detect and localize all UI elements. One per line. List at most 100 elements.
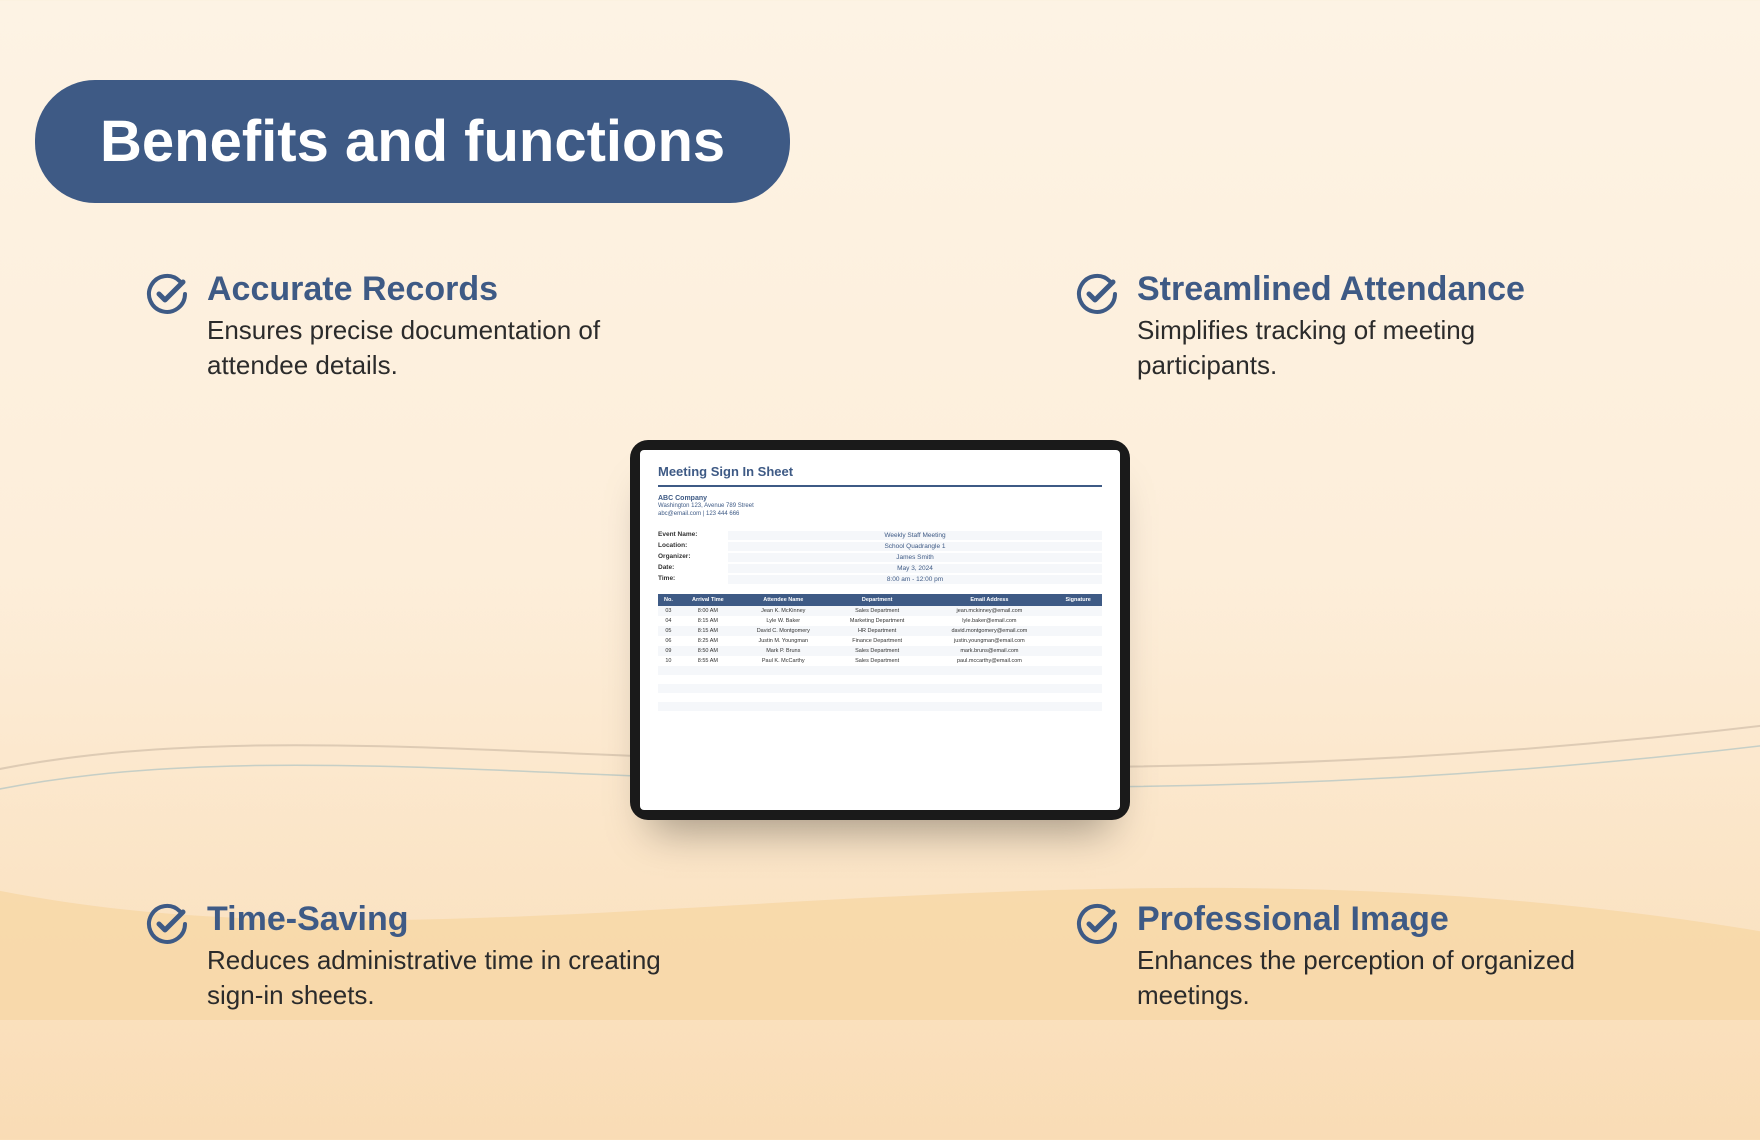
meta-label: Date:	[658, 564, 728, 573]
table-cell: Mark P. Bruns	[737, 646, 830, 656]
company-contact: abc@email.com | 123 444 666	[658, 510, 1102, 518]
meta-label: Event Name:	[658, 531, 728, 540]
benefit-desc: Simplifies tracking of meeting participa…	[1137, 313, 1595, 383]
benefit-desc: Reduces administrative time in creating …	[207, 943, 665, 1013]
table-cell	[658, 693, 679, 702]
table-cell: 10	[658, 656, 679, 666]
meta-value: May 3, 2024	[728, 564, 1102, 573]
table-header: Email Address	[925, 594, 1055, 606]
table-cell	[1054, 646, 1102, 656]
sheet-divider	[658, 485, 1102, 487]
table-cell: 8:15 AM	[679, 616, 737, 626]
page-title: Benefits and functions	[100, 109, 725, 174]
table-cell: 05	[658, 626, 679, 636]
table-cell	[737, 684, 830, 693]
table-cell	[679, 711, 737, 720]
checkmark-circle-icon	[1075, 902, 1119, 946]
table-cell: justin.youngman@email.com	[925, 636, 1055, 646]
tablet-mockup: Meeting Sign In Sheet ABC Company Washin…	[630, 440, 1130, 820]
tablet-screen: Meeting Sign In Sheet ABC Company Washin…	[640, 450, 1120, 810]
company-name: ABC Company	[658, 495, 1102, 502]
table-cell	[1054, 684, 1102, 693]
table-row-blank	[658, 702, 1102, 711]
table-cell	[737, 702, 830, 711]
table-cell: david.montgomery@email.com	[925, 626, 1055, 636]
table-cell: lyle.baker@email.com	[925, 616, 1055, 626]
table-row: 108:55 AMPaul K. McCarthySales Departmen…	[658, 656, 1102, 666]
meta-label: Time:	[658, 575, 728, 584]
table-cell	[1054, 666, 1102, 675]
table-cell: 8:50 AM	[679, 646, 737, 656]
checkmark-circle-icon	[145, 902, 189, 946]
table-cell: jean.mckinney@email.com	[925, 606, 1055, 616]
table-cell	[737, 711, 830, 720]
table-cell: Sales Department	[830, 646, 925, 656]
table-cell	[830, 684, 925, 693]
table-row: 068:25 AMJustin M. YoungmanFinance Depar…	[658, 636, 1102, 646]
table-cell: HR Department	[830, 626, 925, 636]
table-cell	[830, 693, 925, 702]
table-cell: Jean K. McKinney	[737, 606, 830, 616]
table-header: Department	[830, 594, 925, 606]
table-cell	[925, 684, 1055, 693]
table-cell	[1054, 702, 1102, 711]
table-header: Attendee Name	[737, 594, 830, 606]
benefit-title: Professional Image	[1137, 900, 1595, 939]
table-row: 038:00 AMJean K. McKinneySales Departmen…	[658, 606, 1102, 616]
table-cell: 8:00 AM	[679, 606, 737, 616]
table-cell	[830, 711, 925, 720]
table-row-blank	[658, 693, 1102, 702]
meta-value: Weekly Staff Meeting	[728, 531, 1102, 540]
meta-value: 8:00 am - 12:00 pm	[728, 575, 1102, 584]
table-cell: Finance Department	[830, 636, 925, 646]
table-row: 048:15 AMLyle W. BakerMarketing Departme…	[658, 616, 1102, 626]
benefit-professional-image: Professional Image Enhances the percepti…	[1075, 900, 1595, 1013]
table-cell	[658, 684, 679, 693]
table-cell	[1054, 636, 1102, 646]
attendance-table: No.Arrival TimeAttendee NameDepartmentEm…	[658, 594, 1102, 720]
benefit-streamlined-attendance: Streamlined Attendance Simplifies tracki…	[1075, 270, 1595, 383]
table-cell	[658, 675, 679, 684]
table-cell	[679, 702, 737, 711]
table-cell	[1054, 606, 1102, 616]
table-cell: Sales Department	[830, 606, 925, 616]
benefit-desc: Ensures precise documentation of attende…	[207, 313, 665, 383]
table-cell	[830, 702, 925, 711]
meta-value: James Smith	[728, 553, 1102, 562]
table-header: No.	[658, 594, 679, 606]
table-row: 058:15 AMDavid C. MontgomeryHR Departmen…	[658, 626, 1102, 636]
company-address: Washington 123, Avenue 789 Street	[658, 502, 1102, 510]
checkmark-circle-icon	[145, 272, 189, 316]
table-cell	[737, 693, 830, 702]
table-cell: 04	[658, 616, 679, 626]
table-cell: 8:55 AM	[679, 656, 737, 666]
meta-label: Organizer:	[658, 553, 728, 562]
table-cell	[830, 666, 925, 675]
table-cell: 03	[658, 606, 679, 616]
table-cell	[925, 693, 1055, 702]
table-cell	[679, 693, 737, 702]
table-cell	[925, 675, 1055, 684]
benefit-title: Accurate Records	[207, 270, 665, 309]
benefit-time-saving: Time-Saving Reduces administrative time …	[145, 900, 665, 1013]
table-cell	[1054, 693, 1102, 702]
page-title-pill: Benefits and functions	[35, 80, 790, 203]
table-cell	[1054, 711, 1102, 720]
meta-block: Event Name:Weekly Staff Meeting Location…	[658, 531, 1102, 584]
table-cell	[679, 666, 737, 675]
table-cell: Sales Department	[830, 656, 925, 666]
table-cell	[658, 702, 679, 711]
table-cell: David C. Montgomery	[737, 626, 830, 636]
table-row-blank	[658, 666, 1102, 675]
table-cell	[1054, 656, 1102, 666]
table-cell: paul.mccarthy@email.com	[925, 656, 1055, 666]
table-cell: 06	[658, 636, 679, 646]
table-cell: Lyle W. Baker	[737, 616, 830, 626]
table-cell	[925, 666, 1055, 675]
benefit-desc: Enhances the perception of organized mee…	[1137, 943, 1595, 1013]
table-cell: mark.bruns@email.com	[925, 646, 1055, 656]
table-cell	[925, 702, 1055, 711]
table-header: Arrival Time	[679, 594, 737, 606]
benefit-title: Time-Saving	[207, 900, 665, 939]
table-row-blank	[658, 684, 1102, 693]
